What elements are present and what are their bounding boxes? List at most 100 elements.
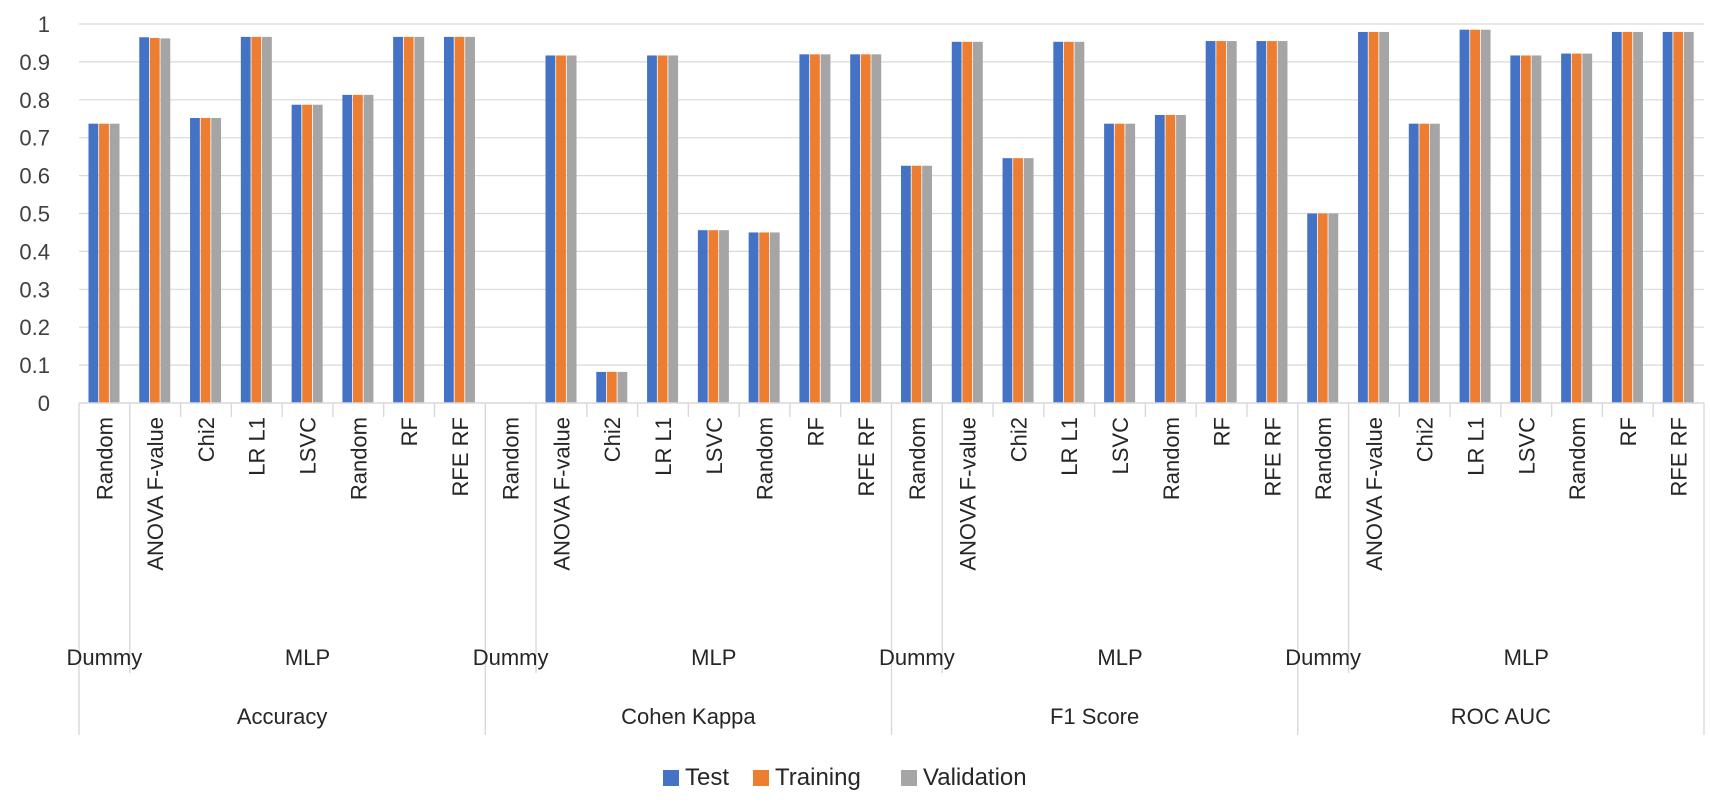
bar-validation xyxy=(972,41,983,404)
bar-training xyxy=(1216,41,1227,404)
bar-test xyxy=(88,123,99,404)
bar-test xyxy=(190,117,200,404)
bar-validation xyxy=(1328,213,1339,403)
x-category-label: LSVC xyxy=(702,417,727,475)
legend-swatch xyxy=(901,770,917,786)
bar-validation xyxy=(1226,41,1237,404)
x-category-label: RFE RF xyxy=(1667,417,1692,496)
bar-training xyxy=(810,54,820,403)
x-category-label: Chi2 xyxy=(600,417,625,462)
bar-validation xyxy=(1480,29,1491,403)
bar-validation xyxy=(1430,123,1440,404)
x-category-label: RF xyxy=(397,417,422,446)
bar-training xyxy=(1063,41,1074,404)
y-tick-label: 0.8 xyxy=(19,88,50,113)
x-axis: Random ANOVA F-value Chi2 LR L1 LSVC Random RF… xyxy=(66,402,1705,735)
bar-training xyxy=(1114,123,1125,404)
x-category-label: ANOVA F-value xyxy=(549,417,574,571)
bar-test xyxy=(1358,31,1368,404)
bar-test xyxy=(545,55,556,404)
y-tick-label: 1 xyxy=(38,12,50,37)
bar-training xyxy=(251,36,262,403)
bar-test xyxy=(900,165,911,403)
bar-training xyxy=(1571,53,1582,404)
x-category-label: Random xyxy=(1311,417,1336,500)
x-category-label: LSVC xyxy=(296,417,321,475)
bar-validation xyxy=(769,232,780,403)
x-model-group-label: MLP xyxy=(285,645,330,670)
bar-test xyxy=(1256,41,1267,404)
bar-test xyxy=(1104,123,1114,404)
x-category-label: LR L1 xyxy=(651,417,676,476)
y-tick-label: 0.6 xyxy=(19,164,50,189)
x-category-label: RFE RF xyxy=(854,417,879,496)
legend-item-validation[interactable]: Validation xyxy=(901,764,1027,791)
y-tick-label: 0.3 xyxy=(19,277,50,302)
x-category-label: RFE RF xyxy=(1260,417,1285,496)
bar-training xyxy=(1013,158,1023,403)
bar-test xyxy=(1611,31,1622,404)
bar-training xyxy=(911,165,922,403)
x-model-group-label: MLP xyxy=(1097,645,1142,670)
bar-training xyxy=(302,104,313,403)
bar-training xyxy=(759,232,770,403)
bar-validation xyxy=(109,123,120,404)
bar-training xyxy=(860,54,871,403)
y-tick-label: 0.9 xyxy=(19,50,50,75)
legend-item-test[interactable]: Test xyxy=(663,764,729,791)
bar-test xyxy=(240,36,251,403)
legend-item-training[interactable]: Training xyxy=(753,764,861,791)
x-category-label: Random xyxy=(753,417,778,500)
bar-validation xyxy=(1531,55,1542,404)
bar-test xyxy=(647,55,657,404)
bar-test xyxy=(1205,41,1216,404)
bar-training xyxy=(606,371,617,403)
bar-training xyxy=(454,36,465,403)
x-metric-group-label: Cohen Kappa xyxy=(621,704,756,729)
bar-training xyxy=(353,94,363,404)
x-category-label: Random xyxy=(92,417,117,500)
bar-validation xyxy=(1683,31,1694,404)
x-category-label: Random xyxy=(905,417,930,500)
x-category-label: Random xyxy=(1565,417,1590,500)
x-category-label: Random xyxy=(346,417,371,500)
bar-test xyxy=(951,41,962,404)
y-tick-label: 0.1 xyxy=(19,353,50,378)
legend-swatch xyxy=(663,770,679,786)
x-category-label: LR L1 xyxy=(1057,417,1082,476)
bar-test xyxy=(1307,213,1318,403)
y-tick-label: 0.5 xyxy=(19,202,50,227)
bar-test xyxy=(799,54,810,403)
bar-test xyxy=(139,37,150,403)
bar-validation xyxy=(617,371,628,403)
bar-validation xyxy=(871,54,882,403)
bar-validation xyxy=(1633,31,1643,404)
x-model-group-label: Dummy xyxy=(66,645,142,670)
bar-training xyxy=(1622,31,1633,404)
bar-validation xyxy=(668,55,679,404)
bar-validation xyxy=(922,165,932,403)
x-category-label: Chi2 xyxy=(1006,417,1031,462)
bar-validation xyxy=(160,38,171,404)
bar-training xyxy=(1267,41,1277,404)
bar-test xyxy=(850,54,861,403)
legend-label: Validation xyxy=(923,764,1027,791)
bar-training xyxy=(403,36,414,403)
bar-validation xyxy=(820,54,831,403)
bar-training xyxy=(1419,123,1430,404)
bar-training xyxy=(962,41,973,404)
y-axis: 0 0.1 0.2 0.3 0.4 0.5 0.6 0.7 0.8 0.9 1 xyxy=(19,12,50,416)
legend[interactable]: Test Training Validation xyxy=(663,764,1027,791)
y-tick-label: 0 xyxy=(38,391,50,416)
bar-test xyxy=(1002,158,1013,403)
y-tick-label: 0.7 xyxy=(19,126,50,151)
bar-validation xyxy=(719,230,729,403)
y-tick-label: 0.2 xyxy=(19,315,50,340)
bar-training xyxy=(200,117,211,404)
bar-validation xyxy=(1023,158,1034,403)
x-category-label: ANOVA F-value xyxy=(1362,417,1387,571)
bar-test xyxy=(748,232,759,403)
legend-label: Test xyxy=(685,764,729,791)
bar-test xyxy=(1662,31,1673,404)
x-category-label: ANOVA F-value xyxy=(956,417,981,571)
